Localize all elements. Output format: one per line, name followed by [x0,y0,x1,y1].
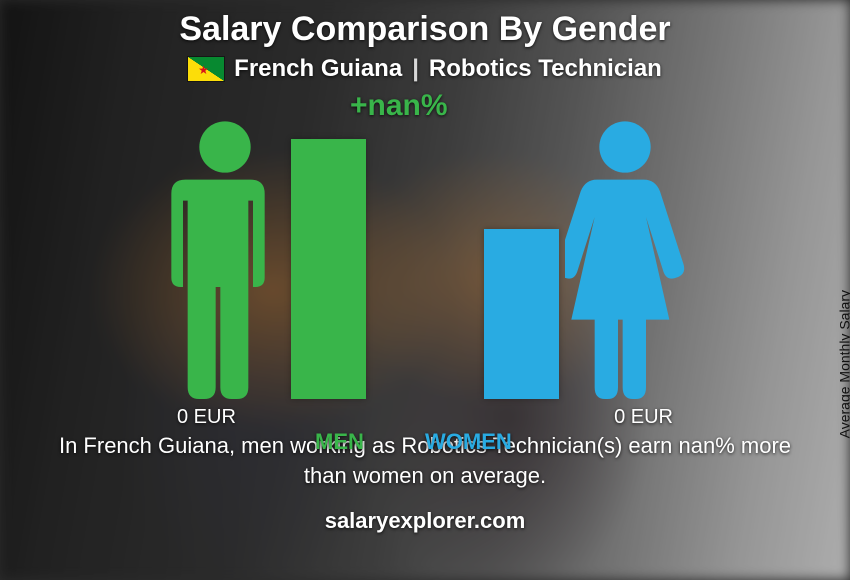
flag-icon: ★ [188,57,224,81]
men-group [165,119,372,399]
women-bar [484,229,559,399]
women-value: 0 EUR [614,406,673,429]
job-label: Robotics Technician [429,55,662,83]
subtitle-row: ★ French Guiana | Robotics Technician [188,55,662,83]
chart: +nan% 0 EUR MEN WOMEN 0 EUR [105,89,745,429]
content: Salary Comparison By Gender ★ French Gui… [0,0,850,580]
women-label: WOMEN [425,429,512,455]
y-axis-label: Average Monthly Salary [836,290,850,438]
women-group [478,119,685,399]
men-label: MEN [315,429,364,455]
page-title: Salary Comparison By Gender [179,10,670,49]
country-label: French Guiana [234,55,402,83]
men-bar [291,139,366,399]
footer-link: salaryexplorer.com [325,508,526,534]
diff-label: +nan% [350,89,448,123]
female-icon [565,119,685,399]
male-icon [165,119,285,399]
men-value: 0 EUR [177,406,236,429]
separator: | [412,55,419,83]
